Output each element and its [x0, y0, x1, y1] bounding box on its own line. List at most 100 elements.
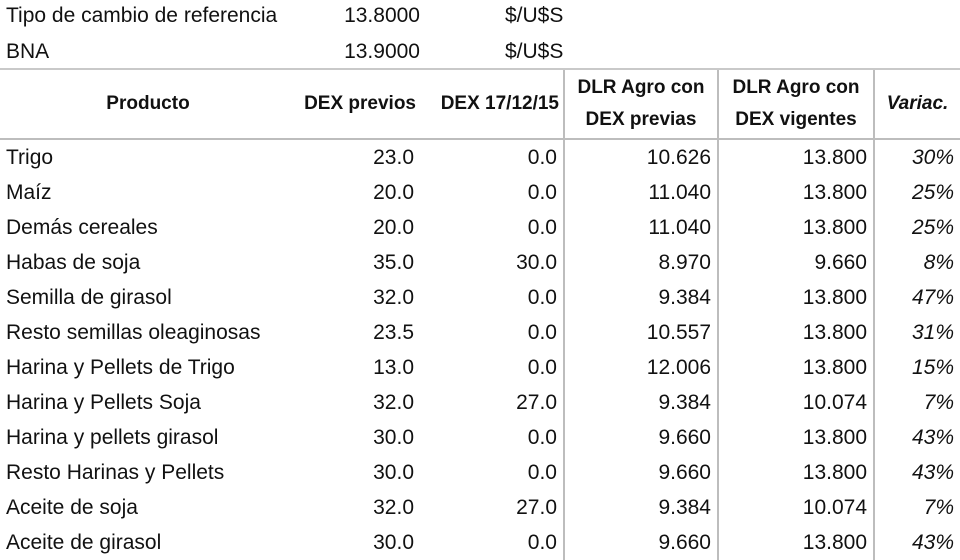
cell-dex-previos[interactable]: 32.0: [373, 495, 414, 519]
cell-dex-date[interactable]: 0.0: [527, 320, 557, 344]
cell-dex-date[interactable]: 0.0: [527, 460, 557, 484]
cell-dlr-previas[interactable]: 9.660: [563, 420, 718, 455]
cell-variac[interactable]: 7%: [873, 490, 960, 525]
header-dlr-vigentes-line1: DLR Agro con: [732, 77, 860, 98]
cell-dex-previos[interactable]: 30.0: [373, 460, 414, 484]
cell-dex-previos[interactable]: 20.0: [373, 215, 414, 239]
cell-dlr-vigentes[interactable]: 13.800: [717, 280, 874, 315]
cell-dlr-vigentes[interactable]: 13.800: [717, 175, 874, 210]
table-row: Aceite de girasol 30.0 0.0 9.660 13.800 43%: [0, 525, 960, 560]
table-row: Harina y Pellets Soja 32.0 27.0 9.384 10.074…: [0, 385, 960, 420]
cell-dlr-previas[interactable]: 10.626: [563, 139, 718, 175]
bna-value[interactable]: 13.9000: [344, 40, 420, 63]
cell-dlr-vigentes[interactable]: 10.074: [717, 490, 874, 525]
cell-dlr-vigentes[interactable]: 10.074: [717, 385, 874, 420]
cell-dex-date[interactable]: 27.0: [516, 495, 557, 519]
cell-dex-date[interactable]: 30.0: [516, 250, 557, 274]
cell-dlr-vigentes[interactable]: 13.800: [717, 525, 874, 560]
cell-dex-previos[interactable]: 23.5: [373, 320, 414, 344]
cell-dlr-previas[interactable]: 11.040: [563, 175, 718, 210]
cell-dex-date[interactable]: 0.0: [527, 355, 557, 379]
cell-producto[interactable]: Trigo: [6, 145, 54, 169]
cell-dlr-previas[interactable]: 9.384: [563, 490, 718, 525]
header-producto[interactable]: Producto: [0, 70, 296, 140]
bna-label[interactable]: BNA: [6, 40, 50, 63]
cell-dex-date[interactable]: 0.0: [527, 180, 557, 204]
cell-dlr-previas[interactable]: 11.040: [563, 210, 718, 245]
header-dex-date[interactable]: DEX 17/12/15: [420, 70, 564, 140]
cell-dex-previos[interactable]: 30.0: [373, 530, 414, 554]
cell-dlr-previas[interactable]: 9.384: [563, 280, 718, 315]
cell-producto[interactable]: Resto semillas oleaginosas: [6, 320, 261, 344]
header-dlr-previas[interactable]: DLR Agro con DEX previas: [563, 70, 718, 140]
cell-dlr-vigentes[interactable]: 13.800: [717, 210, 874, 245]
cell-producto[interactable]: Habas de soja: [6, 250, 141, 274]
cell-dex-date[interactable]: 0.0: [527, 530, 557, 554]
cell-producto[interactable]: Demás cereales: [6, 215, 158, 239]
cell-producto[interactable]: Harina y Pellets Soja: [6, 390, 201, 414]
cell-producto[interactable]: Aceite de soja: [6, 495, 138, 519]
cell-dex-previos[interactable]: 32.0: [373, 285, 414, 309]
cell-dlr-vigentes[interactable]: 13.800: [717, 350, 874, 385]
cell-dex-previos[interactable]: 13.0: [373, 355, 414, 379]
cell-dlr-previas[interactable]: 12.006: [563, 350, 718, 385]
cell-dex-date[interactable]: 27.0: [516, 390, 557, 414]
cell-dex-previos[interactable]: 30.0: [373, 425, 414, 449]
table-row: Demás cereales 20.0 0.0 11.040 13.800 25%: [0, 210, 960, 245]
cell-dex-date[interactable]: 0.0: [527, 145, 557, 169]
bna-rate-row: BNA 13.9000 $/U$S: [0, 36, 960, 70]
cell-dlr-vigentes[interactable]: 9.660: [717, 245, 874, 280]
cell-dlr-previas[interactable]: 9.384: [563, 385, 718, 420]
cell-dlr-previas[interactable]: 10.557: [563, 315, 718, 350]
reference-rate-value[interactable]: 13.8000: [344, 4, 420, 27]
cell-dlr-previas[interactable]: 9.660: [563, 455, 718, 490]
cell-variac[interactable]: 25%: [873, 175, 960, 210]
cell-variac[interactable]: 43%: [873, 455, 960, 490]
cell-variac[interactable]: 15%: [873, 350, 960, 385]
header-variac[interactable]: Variac.: [873, 70, 960, 140]
cell-producto[interactable]: Harina y pellets girasol: [6, 425, 219, 449]
cell-dex-previos[interactable]: 35.0: [373, 250, 414, 274]
cell-producto[interactable]: Harina y Pellets de Trigo: [6, 355, 235, 379]
export-duties-table: Producto DEX previos DEX 17/12/15 DLR Ag…: [0, 70, 960, 560]
cell-dex-previos[interactable]: 23.0: [373, 145, 414, 169]
cell-variac[interactable]: 8%: [873, 245, 960, 280]
table-row: Semilla de girasol 32.0 0.0 9.384 13.800 47%: [0, 280, 960, 315]
cell-variac[interactable]: 25%: [873, 210, 960, 245]
header-dlr-vigentes[interactable]: DLR Agro con DEX vigentes: [717, 70, 874, 140]
cell-variac[interactable]: 31%: [873, 315, 960, 350]
bna-unit[interactable]: $/U$S: [505, 40, 564, 63]
reference-rate-unit[interactable]: $/U$S: [505, 4, 564, 27]
cell-variac[interactable]: 7%: [873, 385, 960, 420]
cell-dlr-vigentes[interactable]: 13.800: [717, 139, 874, 175]
cell-dex-date[interactable]: 0.0: [527, 215, 557, 239]
table-row: Harina y pellets girasol 30.0 0.0 9.660 13.8…: [0, 420, 960, 455]
table-row: Trigo 23.0 0.0 10.626 13.800 30%: [0, 139, 960, 175]
table-row: Resto Harinas y Pellets 30.0 0.0 9.660 13.80…: [0, 455, 960, 490]
cell-dex-date[interactable]: 0.0: [527, 425, 557, 449]
cell-producto[interactable]: Resto Harinas y Pellets: [6, 460, 225, 484]
cell-dlr-vigentes[interactable]: 13.800: [717, 315, 874, 350]
header-dex-previos[interactable]: DEX previos: [296, 70, 420, 140]
cell-variac[interactable]: 47%: [873, 280, 960, 315]
cell-dex-previos[interactable]: 20.0: [373, 180, 414, 204]
table-row: Resto semillas oleaginosas 23.5 0.0 10.557 1…: [0, 315, 960, 350]
cell-producto[interactable]: Aceite de girasol: [6, 530, 162, 554]
cell-variac[interactable]: 43%: [873, 525, 960, 560]
reference-rate-row: Tipo de cambio de referencia 13.8000 $/U…: [0, 0, 960, 34]
cell-dlr-previas[interactable]: 8.970: [563, 245, 718, 280]
table-header-row: Producto DEX previos DEX 17/12/15 DLR Ag…: [0, 70, 960, 140]
header-dlr-previas-line2: DEX previas: [585, 109, 697, 130]
table-row: Habas de soja 35.0 30.0 8.970 9.660 8%: [0, 245, 960, 280]
cell-variac[interactable]: 30%: [873, 139, 960, 175]
reference-rate-label[interactable]: Tipo de cambio de referencia: [6, 4, 278, 27]
cell-dlr-vigentes[interactable]: 13.800: [717, 420, 874, 455]
cell-dex-date[interactable]: 0.0: [527, 285, 557, 309]
cell-producto[interactable]: Maíz: [6, 180, 52, 204]
cell-dlr-vigentes[interactable]: 13.800: [717, 455, 874, 490]
cell-dlr-previas[interactable]: 9.660: [563, 525, 718, 560]
cell-producto[interactable]: Semilla de girasol: [6, 285, 172, 309]
cell-dex-previos[interactable]: 32.0: [373, 390, 414, 414]
cell-variac[interactable]: 43%: [873, 420, 960, 455]
